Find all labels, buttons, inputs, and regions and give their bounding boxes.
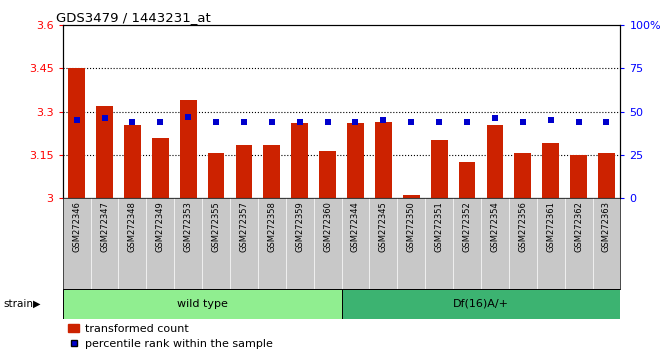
Bar — [236, 145, 252, 198]
Text: GSM272354: GSM272354 — [490, 201, 500, 252]
Text: GSM272345: GSM272345 — [379, 201, 388, 252]
Bar — [319, 150, 336, 198]
Text: GSM272363: GSM272363 — [602, 201, 611, 252]
Bar — [347, 123, 364, 198]
Text: GSM272353: GSM272353 — [183, 201, 193, 252]
Bar — [291, 123, 308, 198]
Text: GSM272346: GSM272346 — [72, 201, 81, 252]
Text: GSM272356: GSM272356 — [518, 201, 527, 252]
Bar — [431, 141, 447, 198]
Text: GSM272350: GSM272350 — [407, 201, 416, 252]
Text: ▶: ▶ — [33, 298, 40, 309]
Text: Df(16)A/+: Df(16)A/+ — [453, 298, 509, 309]
Bar — [375, 122, 392, 198]
Bar — [342, 289, 620, 319]
Bar — [459, 162, 475, 198]
Text: GSM272358: GSM272358 — [267, 201, 277, 252]
Text: wild type: wild type — [177, 298, 228, 309]
Text: GSM272361: GSM272361 — [546, 201, 555, 252]
Text: GDS3479 / 1443231_at: GDS3479 / 1443231_at — [56, 11, 211, 24]
Text: GSM272359: GSM272359 — [295, 201, 304, 252]
Bar — [543, 143, 559, 198]
Text: GSM272351: GSM272351 — [435, 201, 444, 252]
Text: GSM272348: GSM272348 — [128, 201, 137, 252]
Bar — [124, 125, 141, 198]
Text: GSM272349: GSM272349 — [156, 201, 165, 252]
Bar — [403, 195, 420, 198]
Text: GSM272352: GSM272352 — [463, 201, 471, 252]
Bar — [598, 153, 615, 198]
Bar — [96, 106, 113, 198]
Bar — [486, 125, 504, 198]
Bar — [152, 138, 169, 198]
Bar — [180, 100, 197, 198]
Text: GSM272360: GSM272360 — [323, 201, 332, 252]
Bar — [68, 68, 85, 198]
Bar — [514, 153, 531, 198]
Bar — [263, 145, 280, 198]
Bar — [208, 153, 224, 198]
Bar — [63, 289, 342, 319]
Text: GSM272357: GSM272357 — [240, 201, 248, 252]
Text: GSM272347: GSM272347 — [100, 201, 109, 252]
Text: GSM272355: GSM272355 — [212, 201, 220, 252]
Text: strain: strain — [3, 298, 33, 309]
Bar — [570, 155, 587, 198]
Text: GSM272362: GSM272362 — [574, 201, 583, 252]
Text: GSM272344: GSM272344 — [351, 201, 360, 252]
Legend: transformed count, percentile rank within the sample: transformed count, percentile rank withi… — [68, 324, 273, 349]
